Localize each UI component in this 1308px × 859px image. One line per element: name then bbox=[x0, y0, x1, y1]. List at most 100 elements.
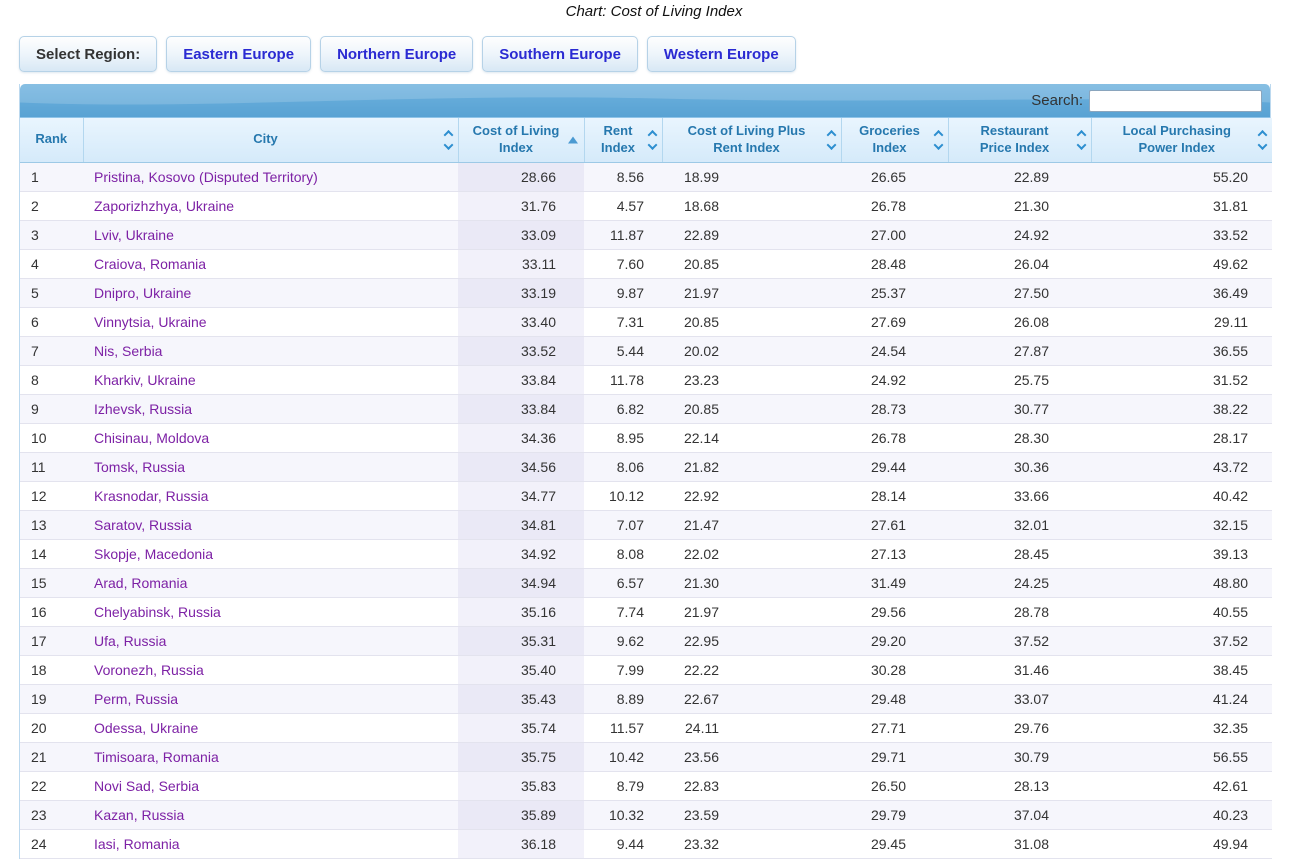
city-cell: Dnipro, Ukraine bbox=[83, 277, 458, 307]
value-cell-local-purchasing-power-index: 48.80 bbox=[1091, 567, 1272, 597]
value-cell-local-purchasing-power-index: 31.52 bbox=[1091, 364, 1272, 394]
city-link[interactable]: Odessa, Ukraine bbox=[94, 719, 199, 736]
value-cell-cost-of-living-index: 33.11 bbox=[458, 248, 584, 278]
value-cell-restaurant-price-index: 24.92 bbox=[948, 219, 1091, 249]
city-link[interactable]: Nis, Serbia bbox=[94, 342, 163, 359]
column-header-cost-of-living-index[interactable]: Cost of Living Index bbox=[458, 118, 585, 163]
value-cell-rent-index: 7.99 bbox=[584, 654, 662, 684]
data-table: Rank City Cost of Living Index Rent Index Co… bbox=[20, 118, 1272, 859]
toolbar-wave-decoration bbox=[20, 84, 1270, 105]
value-cell-cost-of-living-index: 33.52 bbox=[458, 335, 584, 365]
city-link[interactable]: Iasi, Romania bbox=[94, 835, 180, 852]
column-header-city[interactable]: City bbox=[83, 118, 459, 163]
value-cell-cost-of-living-plus-rent-index: 20.85 bbox=[662, 393, 841, 423]
city-link[interactable]: Saratov, Russia bbox=[94, 516, 192, 533]
column-header-restaurant-price-index[interactable]: Restaurant Price Index bbox=[948, 118, 1092, 163]
city-cell: Izhevsk, Russia bbox=[83, 393, 458, 423]
value-cell-groceries-index: 25.37 bbox=[841, 277, 948, 307]
city-link[interactable]: Dnipro, Ukraine bbox=[94, 284, 192, 301]
column-header-rent-index[interactable]: Rent Index bbox=[584, 118, 663, 163]
table-row: 9 Izhevsk, Russia 33.84 6.82 20.85 28.73 30.77… bbox=[20, 393, 1272, 423]
city-link[interactable]: Novi Sad, Serbia bbox=[94, 777, 200, 794]
value-cell-cost-of-living-index: 34.94 bbox=[458, 567, 584, 597]
value-cell-restaurant-price-index: 28.13 bbox=[948, 770, 1091, 800]
table-row: 6 Vinnytsia, Ukraine 33.40 7.31 20.85 27.69 26… bbox=[20, 306, 1272, 336]
value-cell-groceries-index: 30.28 bbox=[841, 654, 948, 684]
value-cell-cost-of-living-index: 33.84 bbox=[458, 393, 584, 423]
value-cell-local-purchasing-power-index: 36.55 bbox=[1091, 335, 1272, 365]
column-header-rank: Rank bbox=[20, 118, 84, 163]
rank-cell: 5 bbox=[20, 277, 83, 307]
value-cell-cost-of-living-plus-rent-index: 23.23 bbox=[662, 364, 841, 394]
region-button-northern-europe[interactable]: Northern Europe bbox=[320, 36, 474, 72]
value-cell-cost-of-living-plus-rent-index: 20.85 bbox=[662, 306, 841, 336]
value-cell-rent-index: 10.42 bbox=[584, 741, 662, 771]
city-link[interactable]: Izhevsk, Russia bbox=[94, 400, 193, 417]
city-link[interactable]: Chelyabinsk, Russia bbox=[94, 603, 221, 620]
city-link[interactable]: Krasnodar, Russia bbox=[94, 487, 209, 504]
value-cell-groceries-index: 29.48 bbox=[841, 683, 948, 713]
rank-cell: 17 bbox=[20, 625, 83, 655]
city-link[interactable]: Zaporizhzhya, Ukraine bbox=[94, 197, 235, 214]
value-cell-cost-of-living-index: 34.81 bbox=[458, 509, 584, 539]
table-toolbar: Search: bbox=[20, 84, 1270, 118]
city-link[interactable]: Ufa, Russia bbox=[94, 632, 167, 649]
value-cell-cost-of-living-index: 35.89 bbox=[458, 799, 584, 829]
city-cell: Skopje, Macedonia bbox=[83, 538, 458, 568]
region-button-southern-europe[interactable]: Southern Europe bbox=[482, 36, 638, 72]
city-link[interactable]: Lviv, Ukraine bbox=[94, 226, 174, 243]
city-link[interactable]: Vinnytsia, Ukraine bbox=[94, 313, 207, 330]
city-link[interactable]: Chisinau, Moldova bbox=[94, 429, 210, 446]
rank-cell: 20 bbox=[20, 712, 83, 742]
search-input[interactable] bbox=[1089, 89, 1262, 112]
column-header-label: Cost of Living Plus Rent Index bbox=[687, 122, 806, 155]
value-cell-cost-of-living-plus-rent-index: 22.92 bbox=[662, 480, 841, 510]
value-cell-local-purchasing-power-index: 36.49 bbox=[1091, 277, 1272, 307]
column-header-cost-of-living-plus-rent-index[interactable]: Cost of Living Plus Rent Index bbox=[662, 118, 842, 163]
value-cell-cost-of-living-plus-rent-index: 22.22 bbox=[662, 654, 841, 684]
value-cell-cost-of-living-index: 34.36 bbox=[458, 422, 584, 452]
rank-cell: 22 bbox=[20, 770, 83, 800]
city-link[interactable]: Perm, Russia bbox=[94, 690, 179, 707]
table-row: 14 Skopje, Macedonia 34.92 8.08 22.02 27.13 28… bbox=[20, 538, 1272, 568]
value-cell-cost-of-living-index: 35.74 bbox=[458, 712, 584, 742]
column-header-local-purchasing-power-index[interactable]: Local Purchasing Power Index bbox=[1091, 118, 1272, 163]
value-cell-cost-of-living-plus-rent-index: 23.32 bbox=[662, 828, 841, 859]
city-link[interactable]: Kazan, Russia bbox=[94, 806, 185, 823]
value-cell-cost-of-living-index: 35.43 bbox=[458, 683, 584, 713]
city-link[interactable]: Skopje, Macedonia bbox=[94, 545, 214, 562]
city-link[interactable]: Arad, Romania bbox=[94, 574, 188, 591]
region-button-western-europe[interactable]: Western Europe bbox=[646, 36, 796, 72]
value-cell-cost-of-living-index: 28.66 bbox=[458, 162, 584, 191]
column-header-label: Rent Index bbox=[601, 122, 635, 155]
sort-both-icon bbox=[1076, 129, 1086, 150]
value-cell-rent-index: 7.60 bbox=[584, 248, 662, 278]
rank-cell: 24 bbox=[20, 828, 83, 859]
value-cell-restaurant-price-index: 37.52 bbox=[948, 625, 1091, 655]
city-link[interactable]: Kharkiv, Ukraine bbox=[94, 371, 196, 388]
value-cell-groceries-index: 29.71 bbox=[841, 741, 948, 771]
city-link[interactable]: Craiova, Romania bbox=[94, 255, 207, 272]
table-header-row: Rank City Cost of Living Index Rent Index Co… bbox=[20, 118, 1272, 163]
value-cell-restaurant-price-index: 28.30 bbox=[948, 422, 1091, 452]
city-link[interactable]: Timisoara, Romania bbox=[94, 748, 219, 765]
value-cell-rent-index: 7.31 bbox=[584, 306, 662, 336]
city-link[interactable]: Pristina, Kosovo (Disputed Territory) bbox=[94, 168, 318, 185]
city-cell: Pristina, Kosovo (Disputed Territory) bbox=[83, 162, 458, 191]
value-cell-restaurant-price-index: 22.89 bbox=[1013, 168, 1049, 185]
value-cell-restaurant-price-index: 29.76 bbox=[948, 712, 1091, 742]
value-cell-local-purchasing-power-index: 41.24 bbox=[1091, 683, 1272, 713]
value-cell-restaurant-price-index: 37.04 bbox=[948, 799, 1091, 829]
value-cell-restaurant-price-index: 33.07 bbox=[948, 683, 1091, 713]
value-cell-rent-index: 8.95 bbox=[584, 422, 662, 452]
value-cell-restaurant-price-index: 25.75 bbox=[948, 364, 1091, 394]
city-link[interactable]: Tomsk, Russia bbox=[94, 458, 186, 475]
value-cell-local-purchasing-power-index: 43.72 bbox=[1091, 451, 1272, 481]
rank-cell: 16 bbox=[20, 596, 83, 626]
value-cell-restaurant-price-index: 31.46 bbox=[948, 654, 1091, 684]
city-link[interactable]: Voronezh, Russia bbox=[94, 661, 204, 678]
column-header-groceries-index[interactable]: Groceries Index bbox=[841, 118, 949, 163]
region-button-eastern-europe[interactable]: Eastern Europe bbox=[166, 36, 312, 72]
value-cell-groceries-index: 27.00 bbox=[841, 219, 948, 249]
value-cell-cost-of-living-index: 34.92 bbox=[458, 538, 584, 568]
